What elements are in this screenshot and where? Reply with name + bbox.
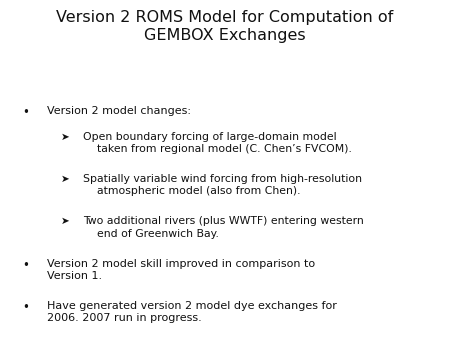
Text: Two additional rivers (plus WWTF) entering western
    end of Greenwich Bay.: Two additional rivers (plus WWTF) enteri… — [83, 216, 364, 239]
Text: •: • — [22, 259, 29, 271]
Text: Have generated version 2 model dye exchanges for
2006. 2007 run in progress.: Have generated version 2 model dye excha… — [47, 301, 337, 323]
Text: Open boundary forcing of large-domain model
    taken from regional model (C. Ch: Open boundary forcing of large-domain mo… — [83, 132, 352, 154]
Text: ➤: ➤ — [61, 174, 69, 184]
Text: ➤: ➤ — [61, 132, 69, 142]
Text: ➤: ➤ — [61, 216, 69, 226]
Text: •: • — [22, 301, 29, 314]
Text: Version 2 ROMS Model for Computation of
GEMBOX Exchanges: Version 2 ROMS Model for Computation of … — [56, 10, 394, 43]
Text: Version 2 model skill improved in comparison to
Version 1.: Version 2 model skill improved in compar… — [47, 259, 315, 281]
Text: •: • — [22, 106, 29, 119]
Text: Version 2 model changes:: Version 2 model changes: — [47, 106, 191, 117]
Text: Spatially variable wind forcing from high-resolution
    atmospheric model (also: Spatially variable wind forcing from hig… — [83, 174, 362, 196]
